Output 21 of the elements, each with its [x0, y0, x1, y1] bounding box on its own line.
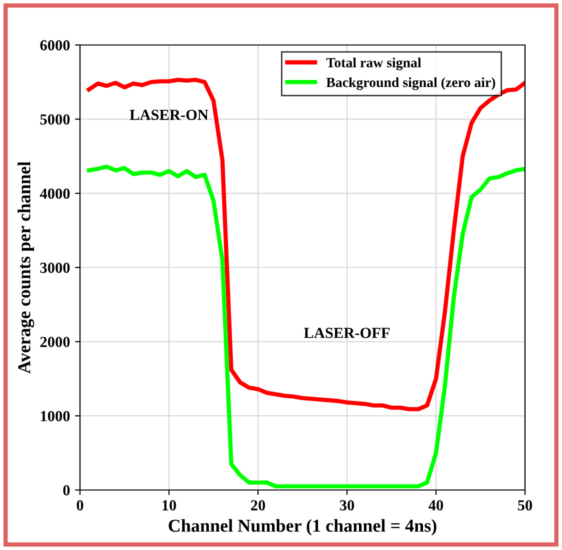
line-series [86, 78, 525, 412]
y-tick-label: 6000 [40, 40, 70, 50]
x-tick-label: 0 [76, 500, 84, 510]
x-tick-label: 30 [340, 500, 354, 510]
y-tick-label: 2000 [40, 336, 70, 348]
legend-label: Background signal (zero air) [326, 77, 496, 90]
annotation: LASER-OFF [304, 328, 390, 338]
x-tick-label: 20 [251, 500, 266, 510]
y-tick-label: 4000 [40, 188, 70, 199]
x-tick-label: 10 [162, 500, 176, 510]
y-tick-label: 3000 [40, 262, 70, 273]
y-tick-label: 5000 [40, 114, 70, 125]
y-tick-label: 1000 [40, 410, 70, 422]
annotation: LASER-ON [130, 110, 208, 120]
x-tick-label: 50 [518, 500, 532, 510]
x-tick-label: 40 [428, 500, 444, 510]
y-tick-label: 0 [63, 485, 70, 496]
x-axis-title: Channel Number (1 channel = 4ns) [168, 519, 436, 536]
legend-label: Total raw signal [326, 58, 422, 70]
y-axis-title: Average counts per channel [18, 162, 34, 374]
line-series [86, 164, 525, 488]
